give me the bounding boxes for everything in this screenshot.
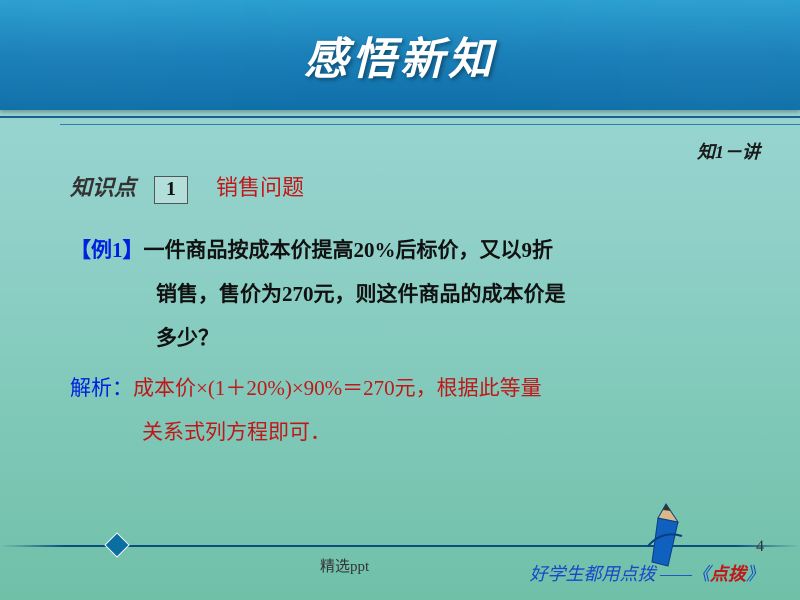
divider-line-1 [0, 116, 800, 118]
knowledge-point-label: 知识点 [70, 170, 136, 202]
slogan-prefix: 好学生都用点拨 ——《 [529, 564, 710, 584]
slogan-suffix: 》 [746, 564, 764, 584]
analysis-line-1: 解析：成本价×(1＋20%)×90%＝270元，根据此等量 [70, 366, 750, 410]
header-banner: 感悟新知 [0, 0, 800, 110]
page-title: 感悟新知 [304, 23, 496, 87]
diamond-icon [104, 532, 129, 557]
sub-header-label: 知1－讲 [697, 138, 760, 164]
analysis-text-2: 关系式列方程即可． [142, 410, 750, 454]
example-text-2: 销售，售价为270元，则这件商品的成本价是 [156, 272, 750, 316]
example-block: 【例1】一件商品按成本价提高20%后标价，又以9折 销售，售价为270元，则这件… [70, 228, 750, 454]
example-label: 【例1】 [70, 238, 144, 262]
knowledge-point-row: 知识点 1 销售问题 [70, 170, 750, 204]
content-area: 知识点 1 销售问题 【例1】一件商品按成本价提高20%后标价，又以9折 销售，… [70, 170, 750, 454]
example-line-1: 【例1】一件商品按成本价提高20%后标价，又以9折 [70, 228, 750, 272]
example-text-3: 多少？ [156, 316, 750, 360]
page-number: 4 [756, 538, 764, 556]
analysis-label: 解析： [70, 376, 133, 400]
footer: 精选ppt 4 好学生都用点拨 ——《点拨》 [0, 545, 800, 600]
knowledge-point-number: 1 [154, 176, 188, 204]
footer-center-text: 精选ppt [320, 555, 369, 576]
divider [0, 110, 800, 130]
divider-line-2 [60, 124, 800, 125]
slogan-brand: 点拨 [710, 564, 746, 584]
example-text-1: 一件商品按成本价提高20%后标价，又以9折 [144, 238, 554, 262]
analysis-text-1: 成本价×(1＋20%)×90%＝270元，根据此等量 [133, 376, 542, 400]
footer-slogan: 好学生都用点拨 ——《点拨》 [529, 560, 764, 586]
knowledge-point-name: 销售问题 [216, 170, 304, 202]
